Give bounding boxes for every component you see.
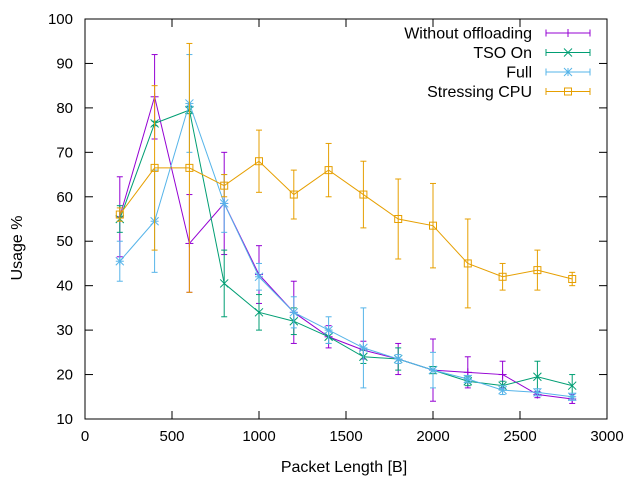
legend-label: Stressing CPU (427, 84, 532, 101)
data-point (359, 190, 368, 199)
data-point (324, 166, 333, 175)
y-tick-label: 20 (56, 367, 73, 384)
x-axis-label: Packet Length [B] (281, 459, 407, 476)
x-tick-label: 1000 (242, 428, 275, 445)
x-tick-label: 3000 (590, 428, 623, 445)
data-point (289, 190, 298, 199)
data-point (289, 307, 299, 317)
data-point (533, 372, 542, 382)
legend-label: TSO On (473, 45, 532, 62)
data-point (498, 272, 507, 281)
data-point (533, 387, 542, 397)
legend: Without offloading TSO On Full Stressing CP… (404, 26, 591, 101)
data-point (324, 325, 333, 335)
data-point (219, 199, 229, 208)
legend-marker (564, 29, 572, 37)
series-line (119, 109, 573, 387)
data-point (150, 163, 159, 172)
legend-item: TSO On (473, 45, 591, 62)
legend-item: Full (506, 65, 591, 82)
x-tick-label: 500 (159, 428, 184, 445)
data-point (428, 365, 438, 375)
series-line (119, 94, 573, 400)
data-point (394, 215, 403, 223)
data-point (463, 374, 473, 384)
data-point (115, 210, 124, 219)
legend-item: Stressing CPU (427, 84, 591, 101)
y-tick-label: 10 (56, 411, 73, 428)
axis-ticks: 0 500 1000 1500 2000 2500 3000 10 20 30 40 50 60 70 80… (48, 11, 624, 445)
series-line (119, 160, 573, 280)
data-point (219, 279, 229, 288)
x-tick-label: 1500 (329, 428, 362, 445)
data-point (498, 370, 507, 379)
series-without-offloading (115, 54, 577, 404)
y-tick-label: 60 (56, 189, 73, 206)
data-point (463, 259, 472, 268)
y-tick-label: 80 (56, 100, 73, 117)
series-layer (115, 42, 577, 404)
y-tick-label: 100 (48, 11, 73, 28)
data-point (498, 385, 507, 395)
data-point (220, 181, 229, 190)
data-point (568, 275, 577, 283)
series-full (115, 54, 577, 402)
data-point (115, 256, 125, 266)
series-tso-on (115, 105, 577, 398)
legend-marker (563, 67, 573, 77)
y-tick-label: 40 (56, 278, 73, 295)
data-point (567, 392, 577, 402)
y-tick-label: 70 (56, 144, 73, 161)
data-point (567, 381, 577, 391)
legend-item: Without offloading (404, 26, 591, 43)
legend-label: Without offloading (404, 26, 532, 43)
x-tick-label: 2500 (503, 428, 536, 445)
data-point (254, 307, 264, 317)
series-stressing-cpu (115, 42, 577, 309)
y-axis-label: Usage % (9, 216, 26, 281)
data-point (255, 157, 263, 166)
data-point (393, 354, 403, 364)
data-point (429, 221, 437, 230)
data-point (359, 343, 368, 353)
y-tick-label: 30 (56, 322, 73, 339)
legend-marker (564, 87, 572, 96)
series-line (119, 101, 573, 398)
legend-label: Full (506, 65, 532, 82)
data-point (254, 272, 264, 282)
data-point (185, 163, 194, 172)
y-tick-label: 90 (56, 55, 73, 72)
legend-marker (563, 48, 573, 57)
y-tick-label: 50 (56, 233, 73, 250)
data-point (533, 266, 542, 275)
x-tick-label: 0 (81, 428, 89, 445)
x-tick-label: 2000 (416, 428, 449, 445)
